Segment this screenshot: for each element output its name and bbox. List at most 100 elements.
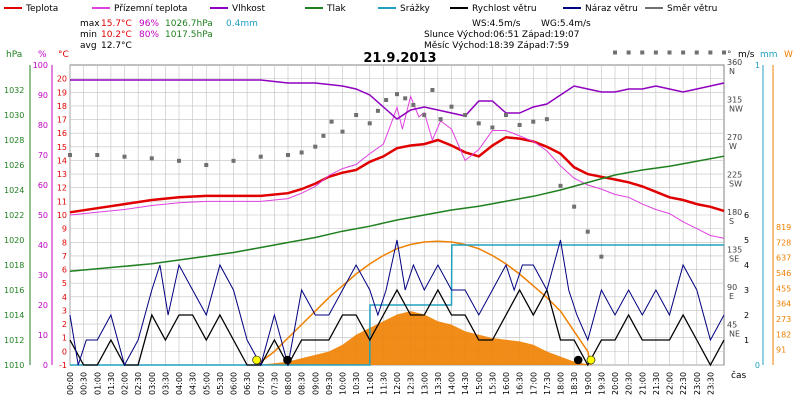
info-sun: Slunce Východ:06:51 Západ:19:07 — [424, 30, 580, 40]
x-tick-label: 14:30 — [461, 372, 470, 395]
x-tick-label: 06:30 — [243, 372, 252, 395]
solar-tick-label: 637 — [776, 254, 791, 263]
pressure-tick-label: 1014 — [4, 311, 24, 320]
wind-direction-point — [329, 119, 334, 124]
wind-tick-label: 4 — [744, 261, 749, 270]
direction-tick-name: S — [729, 217, 734, 226]
wind-direction-point — [422, 113, 427, 117]
unit-deg: ° — [727, 50, 732, 60]
solar-theoretical-curve — [256, 240, 592, 366]
wind-direction-point — [585, 229, 590, 234]
x-tick-label: 10:00 — [339, 372, 348, 395]
x-tick-label: 15:00 — [475, 372, 484, 395]
x-tick-label: 03:00 — [148, 372, 157, 395]
wind-direction-point — [722, 50, 726, 55]
series-line-pressure — [69, 155, 725, 273]
humidity-tick-label: 60 — [38, 181, 48, 190]
stats-max-press: 1026.7hPa — [165, 19, 213, 29]
legend-label-precipitation: Srážky — [400, 4, 431, 14]
pressure-tick-label: 1026 — [4, 161, 24, 170]
astro-info: WS:4.5m/s WG:5.4m/s Slunce Východ:06:51 … — [424, 19, 591, 51]
series-line-precipitation — [70, 244, 724, 366]
wind-direction-point — [95, 153, 100, 157]
solar-measured-area — [256, 311, 592, 365]
wind-direction-point — [490, 125, 495, 130]
wind-direction-point — [463, 113, 468, 117]
pressure-tick-label: 1010 — [4, 361, 24, 370]
x-tick-label: 18:30 — [570, 372, 579, 395]
temp-tick-label: 7 — [62, 252, 67, 261]
x-tick-label: 04:30 — [189, 372, 198, 395]
wind-direction-point — [354, 113, 359, 117]
solar-radiation — [256, 240, 592, 366]
x-tick-label: 08:00 — [284, 372, 293, 395]
series-line-ground_temperature — [69, 94, 725, 239]
x-tick-label: 17:30 — [543, 372, 552, 395]
wind-direction-point — [204, 163, 209, 167]
humidity-tick-label: 10 — [38, 331, 48, 340]
humidity-tick-label: 50 — [38, 211, 48, 220]
wind-direction-point — [395, 92, 399, 97]
legend-label-wind_gust: Náraz větru — [585, 4, 638, 14]
wind-tick-label: 6 — [744, 211, 749, 220]
wind-direction-point — [177, 158, 181, 163]
x-tick-label: 22:30 — [679, 372, 688, 395]
x-tick-label: 09:30 — [325, 372, 334, 395]
temp-tick-label: 12 — [57, 184, 67, 193]
wind-direction-point — [231, 158, 236, 163]
direction-tick-value: 45 — [727, 321, 737, 330]
pressure-tick-label: 1012 — [4, 336, 24, 345]
wind-direction-point — [438, 117, 443, 122]
wind-direction-point — [321, 133, 326, 138]
wind-direction-point — [384, 98, 389, 102]
wind-direction-point — [122, 154, 127, 159]
legend-label-ground_temperature: Přízemní teplota — [114, 4, 187, 14]
legend: Teplota Přízemní teplota Vlhkost Tlak Srážky… — [4, 4, 717, 14]
wind-direction-point — [681, 50, 686, 55]
x-tick-label: 16:00 — [502, 372, 511, 395]
wind-direction-point — [517, 123, 522, 127]
wind-direction-point — [299, 150, 304, 155]
wind-direction-point — [411, 103, 416, 107]
direction-tick-value: 225 — [727, 171, 742, 180]
x-tick-label: 18:00 — [557, 372, 566, 395]
x-tick-label: 22:00 — [666, 372, 675, 395]
direction-tick-value: 360 — [727, 58, 742, 67]
unit-ms: m/s — [738, 50, 755, 60]
stats-min-hum: 80% — [139, 30, 159, 40]
x-tick-label: 13:30 — [434, 372, 443, 395]
stats-min-label: min — [80, 30, 97, 40]
moonset-marker — [283, 355, 292, 365]
unit-degc: °C — [58, 50, 69, 60]
pressure-tick-label: 1032 — [4, 86, 24, 95]
stats-max-temp: 15.7°C — [101, 19, 132, 29]
humidity-tick-label: 0 — [43, 361, 48, 370]
wind-direction-point — [544, 117, 549, 122]
direction-tick-value: 180 — [727, 208, 742, 217]
unit-hpa: hPa — [6, 50, 22, 60]
wind-direction-point — [258, 154, 263, 159]
x-tick-label: 21:30 — [652, 372, 661, 395]
x-tick-label: 11:00 — [366, 372, 375, 395]
solar-tick-label: 546 — [776, 269, 791, 278]
temp-tick-label: 2 — [62, 320, 67, 329]
stats-min-press: 1017.5hPa — [165, 30, 213, 40]
pressure-tick-label: 1020 — [4, 236, 24, 245]
sunrise-marker — [252, 355, 261, 365]
unit-w: W — [784, 50, 793, 60]
temp-tick-label: 16 — [57, 129, 67, 138]
temp-tick-label: 6 — [62, 266, 67, 275]
wind-tick-label: 2 — [744, 311, 749, 320]
x-tick-label: 12:30 — [407, 372, 416, 395]
wind-direction-point — [340, 129, 345, 134]
x-tick-label: 02:00 — [121, 372, 130, 395]
unit-mm: mm — [760, 50, 778, 60]
temp-tick-label: 9 — [62, 225, 67, 234]
temp-tick-label: 10 — [57, 211, 67, 220]
sunset-marker — [586, 355, 596, 365]
x-tick-label: 20:00 — [611, 372, 620, 395]
legend-label-temperature: Teplota — [25, 4, 58, 14]
x-tick-label: 14:00 — [448, 372, 457, 395]
stats-block: max 15.7°C 96% 1026.7hPa 0.4mm min 10.2°… — [80, 19, 258, 51]
